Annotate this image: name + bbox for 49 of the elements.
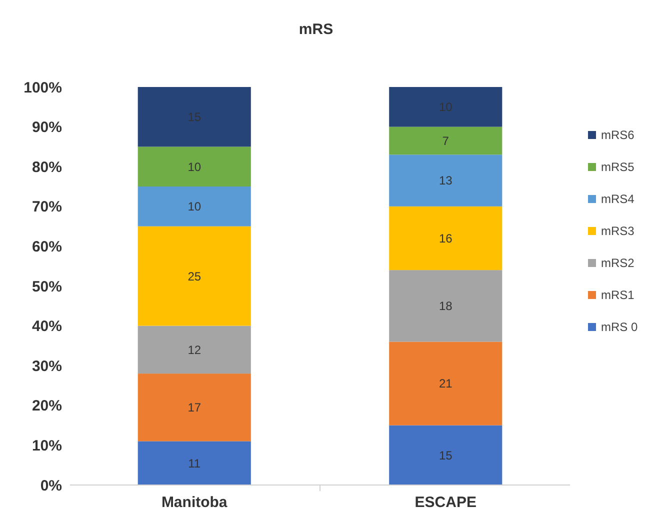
data-label: 15 <box>438 448 453 462</box>
data-label: 7 <box>442 134 450 148</box>
chart-title: mRS <box>298 21 334 38</box>
bar <box>138 374 251 442</box>
legend-label: mRS3 <box>601 224 635 238</box>
x-tick-label: ESCAPE <box>414 494 476 511</box>
legend-label: mRS 0 <box>601 320 638 334</box>
y-tick-label: 10% <box>32 437 62 454</box>
legend-label: mRS6 <box>601 128 635 142</box>
bar <box>138 186 251 226</box>
data-label: 21 <box>438 376 453 391</box>
legend-label: mRS1 <box>601 288 635 302</box>
bar <box>389 154 502 206</box>
data-label: 17 <box>188 400 202 415</box>
y-tick-label: 60% <box>32 238 62 256</box>
data-label: 13 <box>438 174 453 188</box>
y-tick-label: 30% <box>32 358 62 375</box>
bar <box>138 87 251 147</box>
bar <box>389 425 502 485</box>
x-tick-label: Manitoba <box>161 494 228 511</box>
y-tick-label: 0% <box>40 477 62 494</box>
data-label: 11 <box>188 456 201 470</box>
y-tick-label: 80% <box>32 158 62 176</box>
bar <box>138 441 251 485</box>
bar <box>138 326 251 374</box>
legend-label: mRS4 <box>601 192 635 206</box>
bar <box>138 146 251 186</box>
y-tick-label: 90% <box>32 119 62 136</box>
y-tick-label: 70% <box>32 198 62 216</box>
y-tick-label: 50% <box>32 278 62 296</box>
bar <box>389 270 502 342</box>
bar <box>389 206 502 270</box>
legend-label: mRS5 <box>601 160 635 174</box>
data-label: 15 <box>188 110 202 124</box>
bar <box>389 87 502 127</box>
legend-label: mRS2 <box>601 256 635 270</box>
data-label: 10 <box>188 200 202 214</box>
data-label: 10 <box>188 160 202 174</box>
data-label: 12 <box>188 342 202 357</box>
bar <box>389 126 502 155</box>
y-tick-label: 100% <box>24 79 62 96</box>
data-label: 16 <box>438 231 453 246</box>
bar <box>389 342 502 426</box>
data-label: 10 <box>438 100 453 114</box>
y-tick-label: 20% <box>32 398 62 415</box>
data-label: 25 <box>188 269 202 284</box>
bar <box>138 226 251 326</box>
y-tick-label: 40% <box>32 318 62 336</box>
data-label: 18 <box>438 299 453 314</box>
